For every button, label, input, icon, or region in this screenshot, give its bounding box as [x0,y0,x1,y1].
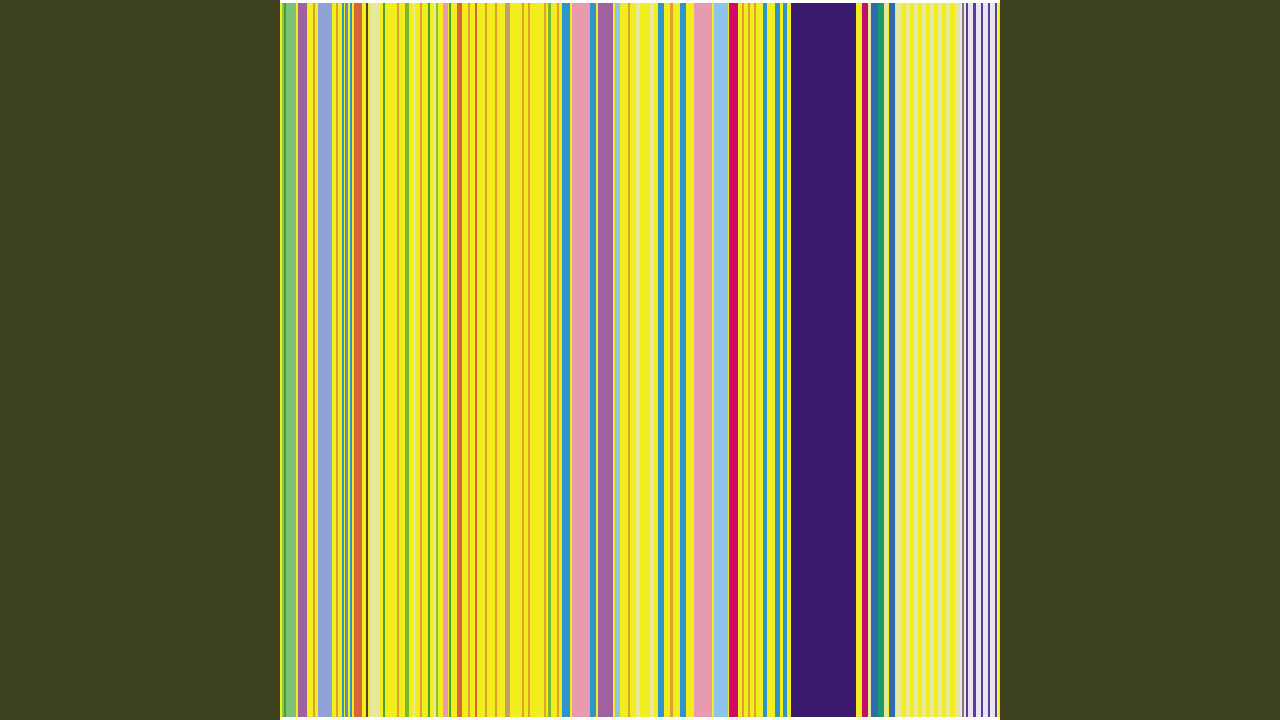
stripe [413,3,415,717]
stripe [572,3,590,717]
stripe [286,3,296,717]
stripe [562,3,570,717]
stripe [783,3,787,717]
stripe [775,3,780,717]
stripe [433,3,436,717]
stripe [370,3,380,717]
stripe [436,3,438,717]
stripe [922,3,926,717]
stripe [914,3,918,717]
stripe [868,3,871,717]
stripe [962,3,964,717]
stripe [670,3,673,717]
stripe [318,3,332,717]
stripe [763,3,767,717]
stripe [896,3,902,717]
stripe [443,3,448,717]
stripe [495,3,497,717]
stripe [742,3,744,717]
stripe-pattern [280,3,1000,717]
stripe [405,3,409,717]
stripe [342,3,344,717]
stripe [397,3,399,717]
stripe [694,3,712,717]
stripe [548,3,551,717]
stripe [298,3,307,717]
stripe [884,3,888,717]
stripe [988,3,990,717]
stripe [871,3,878,717]
stripe [598,3,613,717]
stripe [862,3,868,717]
stripe [590,3,596,717]
stripe [955,3,960,717]
stripe [544,3,546,717]
stripe [995,3,997,717]
stripe [345,3,348,717]
stripe [748,3,750,717]
stripe [284,3,286,717]
stripe [420,3,422,717]
stripe [475,3,477,717]
stripe [878,3,884,717]
stripe [966,3,968,717]
stripe [383,3,385,717]
stripe [313,3,315,717]
stripe [557,3,559,717]
stripe [528,3,530,717]
stripe [754,3,756,717]
stripe [282,3,284,717]
stripe [889,3,895,717]
stripe [973,3,976,717]
stripe [449,3,451,717]
stripe [522,3,524,717]
stripe [468,3,470,717]
stripe [946,3,950,717]
stripe [350,3,352,717]
stripe [428,3,430,717]
album-artwork [280,0,1000,720]
stripe [680,3,686,717]
stripe [729,3,738,717]
stripe [354,3,362,717]
stripe [714,3,728,717]
stripe [457,3,462,717]
stripe [505,3,510,717]
stripe [938,3,942,717]
stripe [636,3,640,717]
stripe [485,3,487,717]
stripe [615,3,620,717]
stripe [930,3,934,717]
stripe [336,3,338,717]
stripe [366,3,368,717]
stripe [658,3,664,717]
stripe [906,3,910,717]
stripe [650,3,654,717]
stripe [981,3,983,717]
stripe [791,3,856,717]
stripe [628,3,630,717]
